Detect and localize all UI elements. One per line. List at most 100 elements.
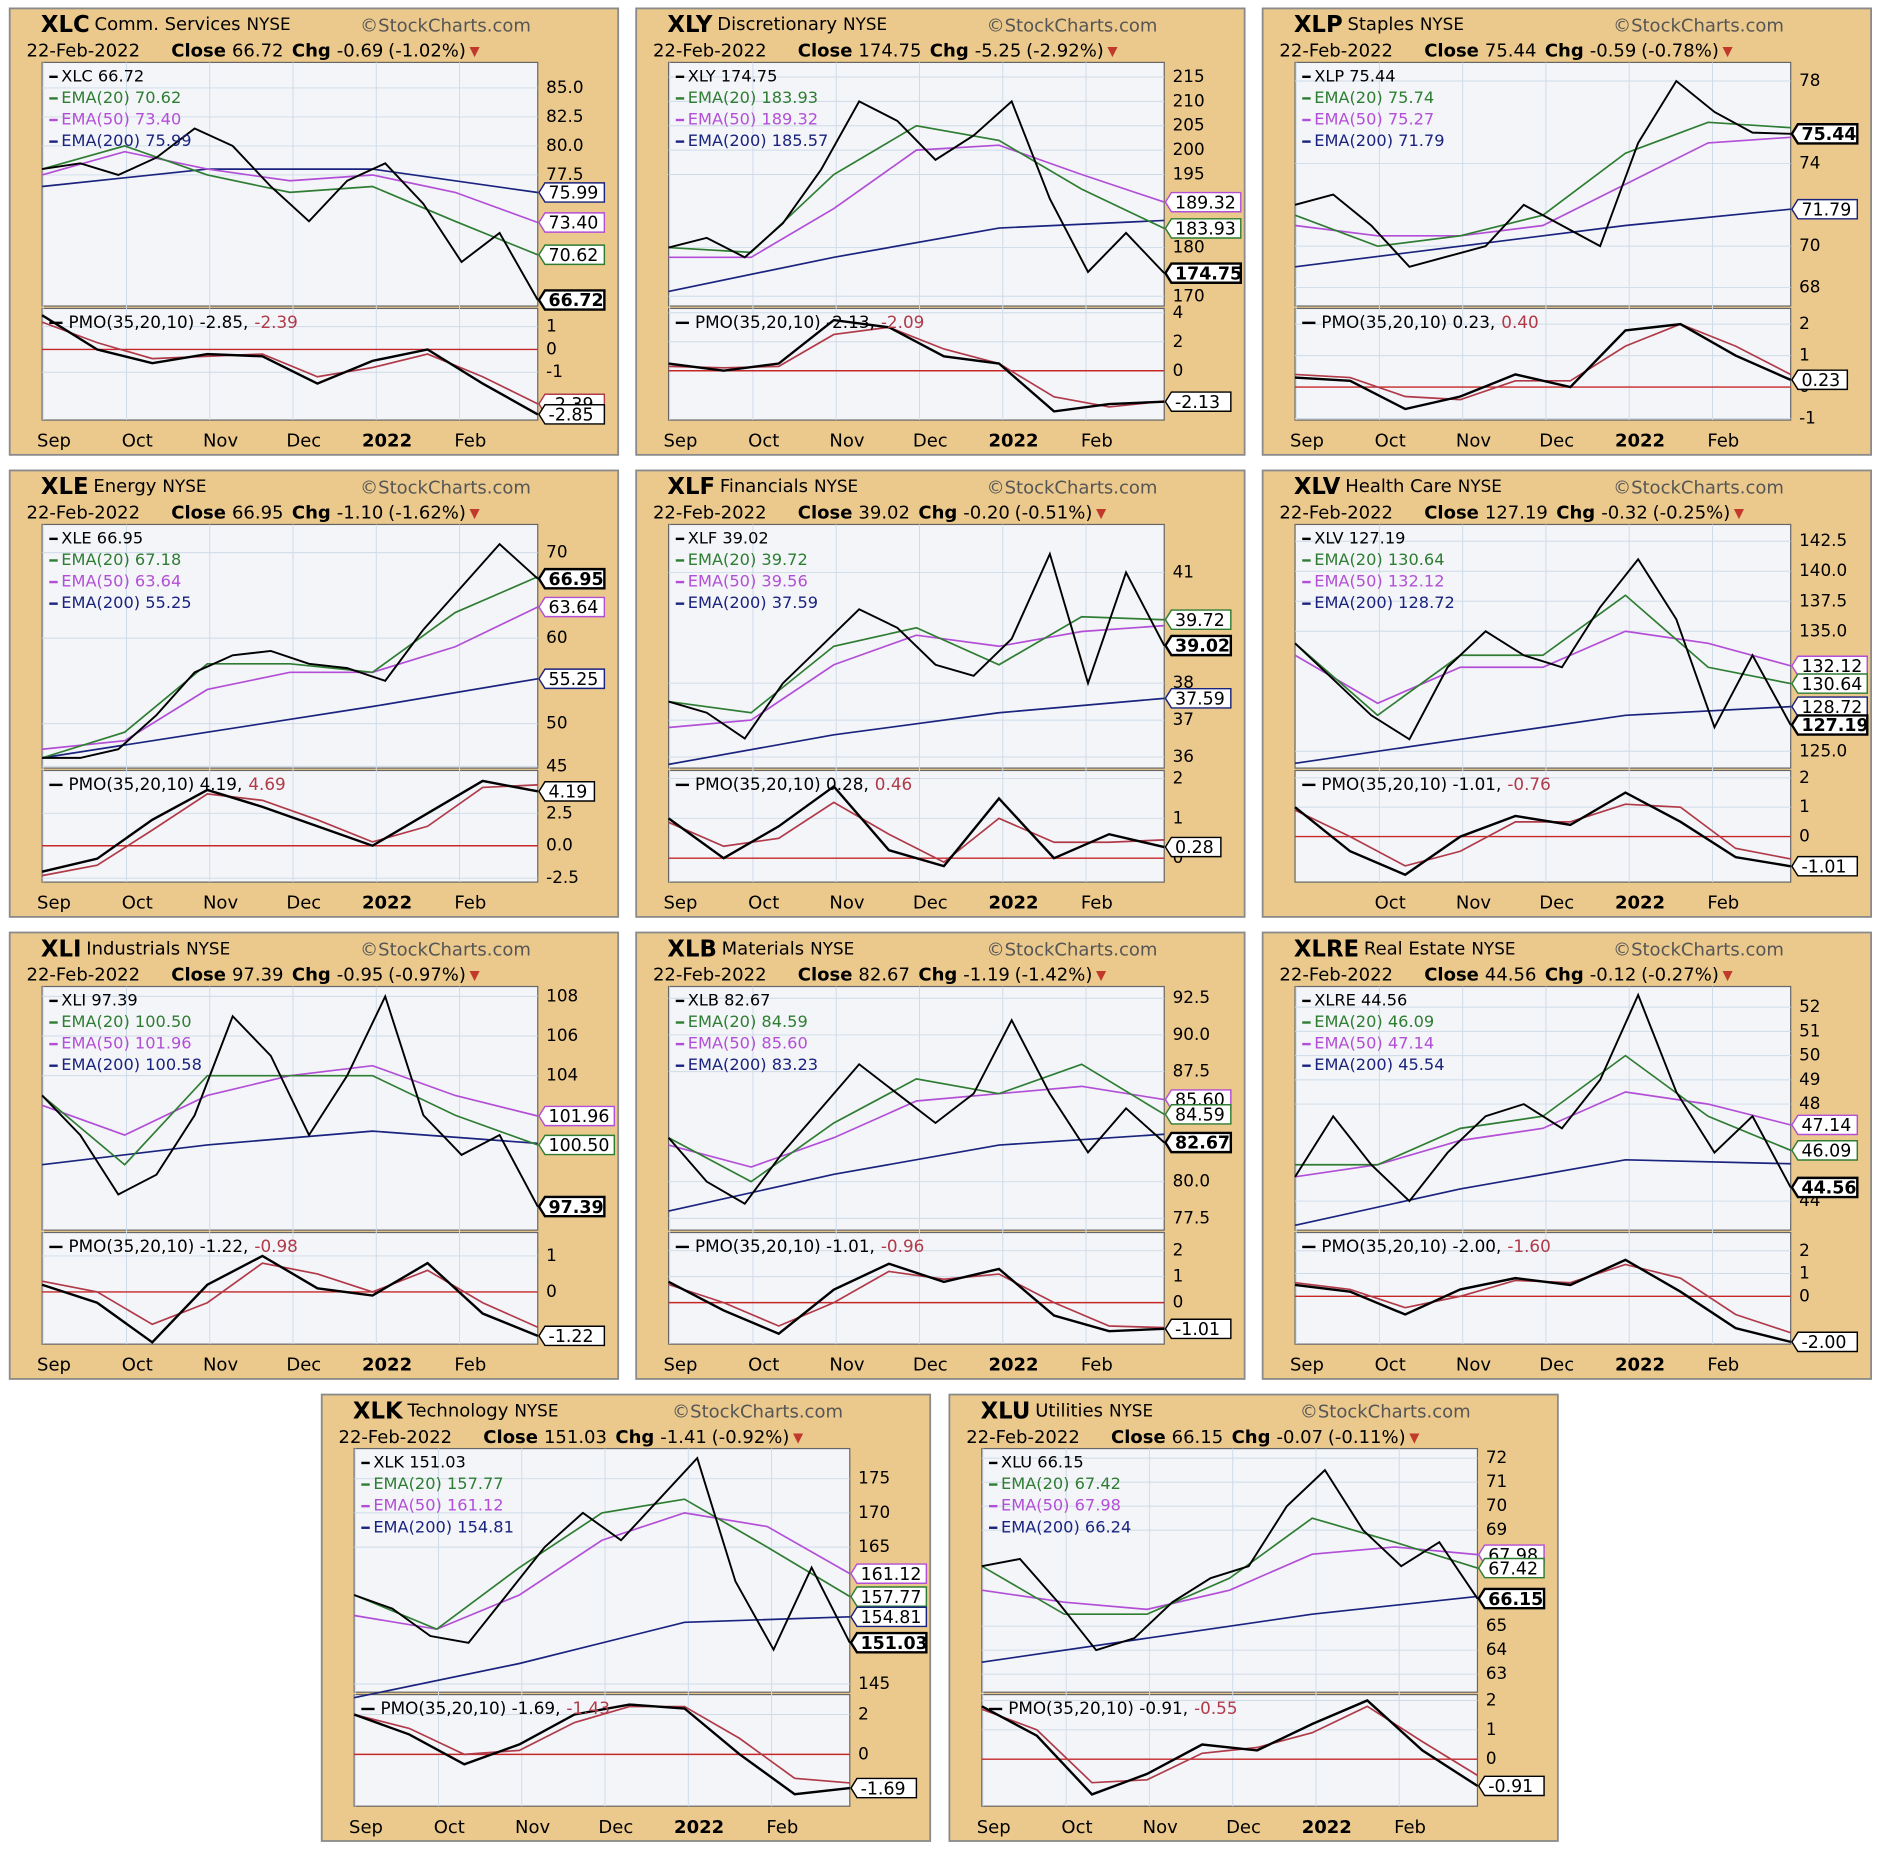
pmo-label: PMO(35,20,10) 0.23, xyxy=(1321,312,1495,332)
month-label: Nov xyxy=(829,431,864,452)
y-tick-label: 205 xyxy=(1173,115,1205,135)
pmo-label: PMO(35,20,10) -1.01, xyxy=(1321,774,1501,794)
y-tick-label: 2 xyxy=(858,1704,869,1724)
legend-label: XLY 174.75 xyxy=(688,66,778,85)
value-tag xyxy=(1164,609,1232,631)
value-tag-label: 66.72 xyxy=(549,291,604,311)
stock-panel: XLV Health Care NYSE ©StockCharts.com 22-Feb… xyxy=(1261,469,1873,918)
y-tick-label: 87.5 xyxy=(1173,1061,1210,1081)
stock-panel: XLI Industrials NYSE ©StockCharts.com 22-Feb… xyxy=(8,931,620,1380)
stock-panel: XLY Discretionary NYSE ©StockCharts.com 22-F… xyxy=(635,7,1246,456)
month-label: Sep xyxy=(663,1355,697,1376)
value-tag xyxy=(849,1631,928,1654)
chg-pct: (-1.02%) xyxy=(388,41,466,62)
legend-label: EMA(20) 39.72 xyxy=(688,550,808,569)
y-tick-label: 82.5 xyxy=(546,106,583,126)
y-tick-label: 175 xyxy=(858,1468,890,1488)
value-tag-label: 130.64 xyxy=(1801,675,1862,695)
value-tag-label: 0.28 xyxy=(1175,838,1214,858)
legend-label: EMA(200) 45.54 xyxy=(1314,1055,1444,1074)
chg-pct: (-0.92%) xyxy=(712,1427,790,1448)
month-label: Sep xyxy=(663,893,697,914)
value-tag xyxy=(1791,198,1859,220)
y-tick-label: 68 xyxy=(1799,276,1820,296)
ema-line xyxy=(981,1595,1478,1664)
price-plot xyxy=(353,1447,851,1693)
value-tag xyxy=(1791,673,1868,694)
month-label: Dec xyxy=(286,893,321,914)
y-tick-label: 37 xyxy=(1173,709,1194,729)
legend-label: XLI 97.39 xyxy=(61,990,137,1009)
chg-pct: (-0.97%) xyxy=(388,965,466,986)
legend-label: XLP 75.44 xyxy=(1314,66,1395,85)
value-tag-label: 157.77 xyxy=(861,1588,922,1608)
y-tick-label: 63 xyxy=(1486,1663,1507,1683)
month-label: Feb xyxy=(1707,893,1739,914)
exchange: NYSE xyxy=(1109,1400,1153,1420)
month-label: Feb xyxy=(454,1355,486,1376)
value-tag xyxy=(537,1195,606,1218)
price-plot xyxy=(981,1447,1479,1693)
y-tick-label: 195 xyxy=(1173,163,1205,183)
signal-line xyxy=(1294,803,1791,867)
month-label: Oct xyxy=(1061,1817,1092,1838)
y-tick-label: 137.5 xyxy=(1799,590,1847,610)
header-quote: 22-Feb-2022 Close 97.39 Chg -0.95 (-0.97%) ▼ xyxy=(27,965,481,986)
y-tick-label: 74 xyxy=(1799,153,1820,173)
value-tag-label: 71.79 xyxy=(1801,200,1851,220)
watermark: ©StockCharts.com xyxy=(1613,940,1784,961)
sector-name: Discretionary xyxy=(717,14,837,35)
chg-value: -0.95 xyxy=(337,965,384,986)
value-tag xyxy=(1790,1176,1859,1199)
value-tag xyxy=(1790,714,1869,736)
month-label: Oct xyxy=(748,431,779,452)
month-label: Feb xyxy=(766,1817,798,1838)
chg-title: Chg xyxy=(1545,965,1584,986)
value-tag-label: 55.25 xyxy=(549,670,599,690)
pmo-legend: PMO(35,20,10) -1.69, -1.43 xyxy=(381,1698,610,1718)
symbol: XLRE xyxy=(1294,936,1359,962)
signal-label: -0.76 xyxy=(1507,774,1550,794)
header-title: XLRE Real Estate NYSE xyxy=(1294,936,1516,962)
y-tick-label: 1 xyxy=(1173,807,1184,827)
legend-label: XLC 66.72 xyxy=(61,66,144,85)
sector-name: Staples xyxy=(1347,14,1413,35)
close-value: 174.75 xyxy=(858,41,921,62)
y-tick-label: 51 xyxy=(1799,1020,1820,1040)
chg-pct: (-1.42%) xyxy=(1015,965,1093,986)
symbol: XLE xyxy=(41,474,89,500)
month-label: 2022 xyxy=(1615,893,1665,914)
legend-label: EMA(50) 161.12 xyxy=(373,1496,503,1515)
y-tick-label: 69 xyxy=(1486,1519,1507,1539)
month-label: Dec xyxy=(286,431,321,452)
y-tick-label: 0 xyxy=(1173,360,1184,380)
chg-value: -1.10 xyxy=(337,503,384,524)
y-tick-label: 1 xyxy=(546,316,557,336)
y-tick-label: 106 xyxy=(546,1025,578,1045)
month-label: Dec xyxy=(913,893,948,914)
y-tick-label: 78 xyxy=(1799,70,1820,90)
value-tag xyxy=(538,1134,616,1156)
signal-label: -0.96 xyxy=(881,1236,924,1256)
month-label: Nov xyxy=(203,1355,238,1376)
month-label: 2022 xyxy=(362,1355,412,1376)
header-quote: 22-Feb-2022 Close 75.44 Chg -0.59 (-0.78%) ▼ xyxy=(1279,41,1733,62)
y-tick-label: 50 xyxy=(546,713,567,733)
signal-label: -0.98 xyxy=(254,1236,297,1256)
y-tick-label: 36 xyxy=(1173,746,1194,766)
month-label: Oct xyxy=(122,431,153,452)
legend-label: EMA(50) 67.98 xyxy=(1001,1496,1121,1515)
signal-label: -2.39 xyxy=(254,312,297,332)
close-value: 66.15 xyxy=(1172,1427,1224,1448)
watermark: ©StockCharts.com xyxy=(1613,477,1784,498)
value-tag-label: 128.72 xyxy=(1801,698,1862,718)
y-tick-label: 92.5 xyxy=(1173,987,1210,1007)
exchange: NYSE xyxy=(1471,938,1515,958)
signal-line xyxy=(41,1262,539,1328)
date: 22-Feb-2022 xyxy=(653,41,767,62)
close-value: 44.56 xyxy=(1485,965,1537,986)
month-label: Sep xyxy=(977,1817,1011,1838)
value-tag xyxy=(1791,855,1859,877)
y-tick-label: 70 xyxy=(546,542,567,562)
signal-line xyxy=(41,784,538,877)
